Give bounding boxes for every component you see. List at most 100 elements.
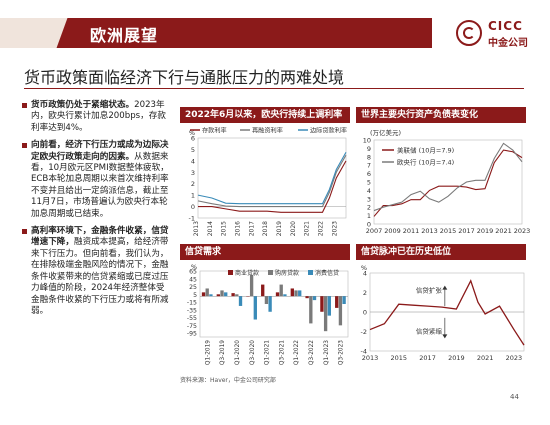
y-tick-label: 5	[191, 146, 195, 154]
bullet-lead: 货币政策仍处于紧缩状态。	[31, 100, 135, 110]
x-tick-label: Q1-2021	[265, 340, 271, 365]
bar-2	[235, 294, 239, 297]
x-tick-label: 2022	[317, 221, 324, 236]
chart-title-policy-rates: 2022年6月以来，欧央行持续上调利率	[180, 107, 350, 123]
bar-2	[279, 284, 283, 297]
arrowhead-down-icon	[442, 334, 448, 339]
bar-2	[338, 296, 343, 326]
header: 欧洲展望 CICC 中金公司	[0, 14, 550, 52]
bar-3	[283, 294, 287, 297]
x-tick-label: Q1-2019	[205, 340, 211, 365]
bar-2	[309, 296, 313, 324]
bar-3	[298, 290, 302, 297]
y-tick-label: 2	[191, 180, 195, 188]
bar-3	[224, 292, 228, 297]
x-tick-label: Q3-2019	[220, 340, 226, 365]
x-tick-label: 2015	[440, 227, 457, 235]
page-number: 44	[510, 393, 519, 401]
plot-frame	[373, 139, 523, 225]
x-tick-label: Q3-2022	[309, 340, 315, 365]
y-tick-label: 8	[367, 153, 371, 161]
y-tick-label: 5	[367, 179, 371, 187]
bullet-item: 向前看，经济下行压力或成为边际决定欧央行政策走向的因素。从数据来看，10月欧元区…	[22, 140, 172, 220]
bar-1	[201, 292, 206, 297]
legend-label: 商业贷款	[235, 269, 259, 277]
x-tick-label: 2013	[193, 221, 200, 236]
x-tick-label: 2021	[477, 354, 494, 362]
policy-rates-chart: -1 0 1 2 3 4 5 6% 2013 2014 2015 2016 2017 2018 2019 20…	[189, 127, 348, 237]
y-tick-label: 6	[367, 170, 371, 178]
legend-label: 边际贷款利率	[310, 127, 347, 135]
bar-2	[249, 274, 254, 297]
chart-title-credit-impulse: 信贷脉冲已在历史低位	[356, 244, 526, 260]
y-axis-label: %	[361, 264, 367, 272]
bar-3	[342, 296, 346, 304]
legend-label: 消费信贷	[315, 269, 339, 277]
y-tick-label: 2	[363, 289, 367, 297]
x-tick-label: Q1-2022	[294, 340, 300, 365]
plot-frame	[197, 137, 347, 219]
y-tick-label: -2	[361, 328, 367, 336]
y-axis-label: (万亿美元)	[370, 128, 401, 137]
bullet-body: 融资成本提高，给经济带来下行压力。但向前看，我们认为，在排除极端金融风险的情况下…	[31, 237, 169, 316]
x-tick-label: 2019	[477, 227, 494, 235]
bar-2	[264, 296, 269, 304]
y-tick-label: 4	[363, 270, 367, 278]
y-axis-label: %	[189, 129, 195, 137]
logo-text-cn: 中金公司	[488, 38, 528, 49]
bar-1	[305, 296, 309, 299]
y-tick-label: 3	[367, 195, 371, 203]
y-tick-label: 0	[367, 221, 371, 229]
page-title: 货币政策面临经济下行与通胀压力的两难处境	[24, 68, 345, 87]
legend-swatch	[308, 270, 313, 275]
bar-1	[320, 296, 324, 312]
series-line-2	[373, 142, 523, 212]
y-tick-label: -15	[187, 300, 197, 307]
bar-3	[312, 296, 317, 301]
x-tick-label: 2015	[391, 354, 408, 362]
bullet-lead: 向前看，经济下行压力或成为边际决定欧央行政策走向的因素。	[31, 140, 169, 162]
series-line-3	[197, 152, 347, 205]
bar-2	[220, 290, 224, 297]
y-tick-label: 1	[191, 192, 195, 200]
y-tick-label: 7	[367, 162, 371, 170]
x-tick-label: 2009	[384, 227, 401, 235]
chart-title-credit-demand: 信贷需求	[180, 244, 350, 260]
y-tick-label: 45	[189, 276, 197, 283]
x-tick-label: 2017	[458, 227, 475, 235]
bar-3	[209, 294, 213, 297]
bullet-body: 从数据来看，10月欧元区PMI数据整体疲软，ECB本轮加息周期以来首次维持利率不…	[31, 151, 169, 219]
bullet-item: 高利率环境下，金融条件收紧，信贷增速下降，融资成本提高，给经济带来下行压力。但向…	[22, 226, 172, 317]
bar-3	[253, 296, 257, 320]
bar-2	[323, 296, 328, 332]
x-tick-label: 2021	[304, 221, 311, 236]
section-title: 欧洲展望	[90, 26, 159, 45]
y-tick-label: 4	[367, 187, 371, 195]
title-divider	[24, 88, 524, 89]
x-tick-label: 2019	[276, 221, 283, 236]
x-tick-label: Q3-2020	[250, 340, 256, 365]
arrowhead-up-icon	[442, 285, 448, 290]
series-line-1	[369, 279, 525, 346]
y-tick-label: 9	[367, 145, 371, 153]
bar-1	[231, 293, 235, 297]
y-axis-label: %	[191, 263, 197, 271]
y-tick-label: -1	[189, 215, 195, 223]
plot-frame	[199, 270, 349, 338]
series-line-1	[198, 160, 347, 213]
x-tick-label: 2017	[248, 221, 255, 236]
cicc-logo-icon	[456, 20, 482, 46]
x-tick-label: 2014	[207, 221, 214, 236]
x-tick-label: Q3-2021	[279, 340, 285, 365]
y-tick-label: 0	[191, 203, 195, 211]
y-tick-label: 6	[191, 135, 195, 143]
y-tick-label: -35	[187, 307, 197, 314]
legend-label: 美联储 (10月=7.9)	[397, 146, 454, 155]
y-tick-label: 65	[189, 269, 197, 276]
bullet-lead: 高利率环境下，金融条件收紧，信贷增速下降，	[31, 226, 169, 248]
bar-1	[275, 292, 280, 297]
y-tick-label: 25	[189, 284, 197, 291]
x-tick-label: 2019	[448, 354, 465, 362]
source-note: 资料来源：Haver，中金公司研究部	[180, 377, 276, 384]
